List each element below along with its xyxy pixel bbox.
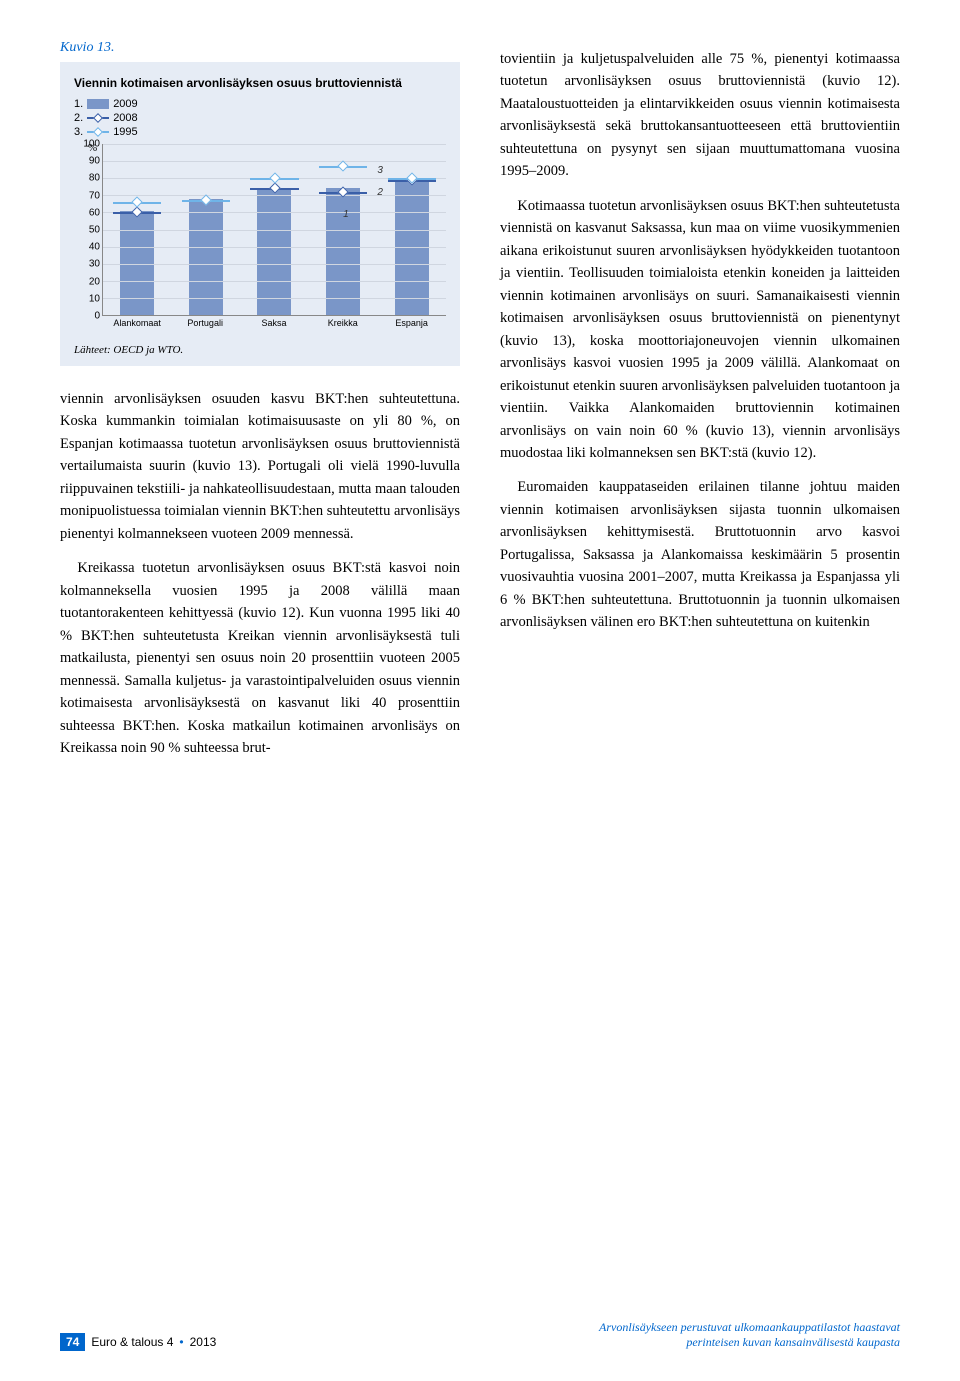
footer-sep: • [179, 1335, 183, 1349]
chart-plot: 0102030405060708090100 123 AlankomaatPor… [74, 144, 446, 334]
y-tick: 40 [89, 242, 100, 253]
legend-swatch-line [87, 131, 109, 133]
y-tick: 30 [89, 259, 100, 270]
column-right: tovientiin ja kuljetuspalveluiden alle 7… [500, 48, 900, 772]
legend-swatch-line [87, 117, 109, 119]
y-tick: 70 [89, 190, 100, 201]
legend-num: 2. [74, 112, 83, 124]
gridline [103, 264, 446, 265]
legend-num: 1. [74, 98, 83, 110]
body-paragraph: tovientiin ja kuljetuspalveluiden alle 7… [500, 48, 900, 183]
column-left: viennin arvonlisäyksen osuuden kasvu BKT… [60, 388, 460, 772]
y-axis: 0102030405060708090100 [74, 144, 102, 316]
text-columns: viennin arvonlisäyksen osuuden kasvu BKT… [60, 388, 900, 772]
page-number: 74 [60, 1333, 85, 1351]
gridline [103, 144, 446, 145]
plot-area: 1 2 3 [102, 144, 446, 316]
legend-label: 1995 [113, 126, 137, 138]
gridline [103, 298, 446, 299]
footer-right: Arvonlisäykseen perustuvat ulkomaankaupp… [599, 1320, 900, 1351]
y-tick: 60 [89, 207, 100, 218]
legend-label: 2009 [113, 98, 137, 110]
x-label: Kreikka [320, 318, 366, 334]
chart-legend: 1. 2009 2. 2008 3. 1995 [74, 98, 446, 138]
y-axis-label: % [88, 142, 97, 154]
bar [257, 190, 291, 315]
x-label: Espanja [389, 318, 435, 334]
legend-swatch-bar [87, 99, 109, 109]
page-footer: 74 Euro & talous 4 • 2013 Arvonlisäyksee… [60, 1320, 900, 1351]
gridline [103, 281, 446, 282]
legend-label: 2008 [113, 112, 137, 124]
x-label: Alankomaat [113, 318, 159, 334]
footer-left: 74 Euro & talous 4 • 2013 [60, 1333, 216, 1351]
y-tick: 0 [94, 311, 100, 322]
body-paragraph: Kreikassa tuotetun arvonlisäyksen osuus … [60, 557, 460, 759]
legend-item: 1. 2009 [74, 98, 446, 110]
legend-num: 3. [74, 126, 83, 138]
x-labels: Alankomaat Portugali Saksa Kreikka Espanja [102, 318, 446, 334]
chart-annotation: 2 [377, 187, 383, 198]
legend-item: 2. 2008 [74, 112, 446, 124]
x-label: Saksa [251, 318, 297, 334]
legend-item: 3. 1995 [74, 126, 446, 138]
gridline [103, 195, 446, 196]
body-paragraph: Euromaiden kauppataseiden erilainen tila… [500, 476, 900, 633]
gridline [103, 161, 446, 162]
chart-container: Viennin kotimaisen arvonlisäyksen osuus … [60, 62, 460, 366]
chart-annotation: 1 [343, 209, 349, 220]
y-tick: 90 [89, 156, 100, 167]
footer-right-line2: perinteisen kuvan kansainvälisestä kaupa… [599, 1335, 900, 1351]
y-tick: 50 [89, 225, 100, 236]
y-tick: 80 [89, 173, 100, 184]
x-label: Portugali [182, 318, 228, 334]
footer-year: 2013 [190, 1335, 217, 1349]
footer-right-line1: Arvonlisäykseen perustuvat ulkomaankaupp… [599, 1320, 900, 1336]
gridline [103, 247, 446, 248]
chart-annotation: 3 [377, 165, 383, 176]
body-paragraph: Kotimaassa tuotetun arvonlisäyksen osuus… [500, 195, 900, 465]
y-tick: 10 [89, 293, 100, 304]
body-paragraph: viennin arvonlisäyksen osuuden kasvu BKT… [60, 388, 460, 545]
chart-source: Lähteet: OECD ja WTO. [74, 344, 446, 356]
chart-title: Viennin kotimaisen arvonlisäyksen osuus … [74, 76, 446, 90]
gridline [103, 230, 446, 231]
footer-journal: Euro & talous 4 [91, 1335, 173, 1349]
y-tick: 20 [89, 276, 100, 287]
bar [326, 188, 360, 315]
